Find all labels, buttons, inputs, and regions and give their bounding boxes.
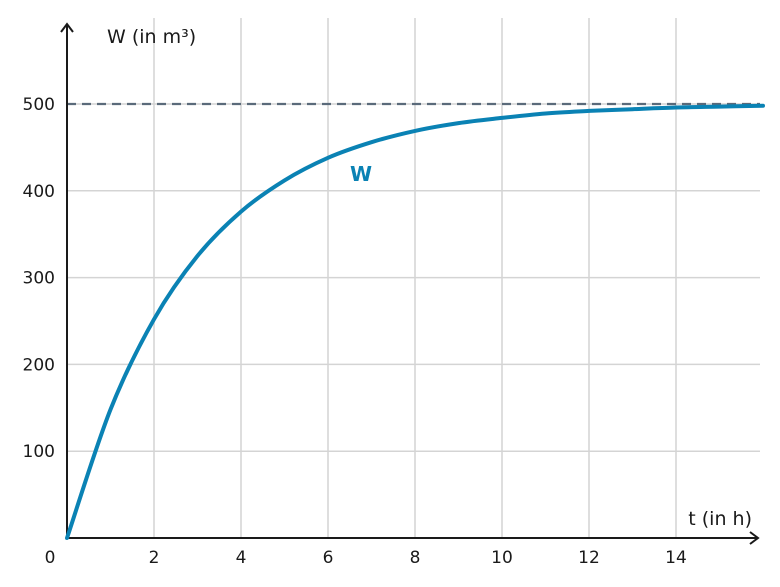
y-tick-label: 500 (23, 95, 55, 115)
x-tick-label: 2 (149, 548, 160, 568)
x-tick-labels: 2 4 6 8 10 12 14 (149, 548, 687, 568)
series-label: W (350, 162, 372, 186)
y-axis-label: W (in m³) (107, 26, 196, 48)
y-tick-label: 100 (23, 442, 55, 462)
x-tick-label: 10 (491, 548, 513, 568)
axes (60, 22, 760, 545)
y-axis-arrow (60, 22, 74, 33)
x-tick-label: 14 (665, 548, 687, 568)
origin-label: 0 (45, 548, 56, 568)
y-tick-label: 200 (23, 355, 55, 375)
y-tick-label: 400 (23, 182, 55, 202)
grid (67, 18, 760, 538)
y-tick-label: 300 (23, 269, 55, 289)
x-tick-label: 6 (323, 548, 334, 568)
series-curve (65, 103, 765, 540)
x-axis-label: t (in h) (688, 508, 752, 530)
x-tick-label: 8 (410, 548, 421, 568)
x-axis-arrow (749, 531, 760, 545)
x-tick-label: 12 (578, 548, 600, 568)
x-tick-label: 4 (236, 548, 247, 568)
y-tick-labels: 100 200 300 400 500 (23, 95, 55, 462)
